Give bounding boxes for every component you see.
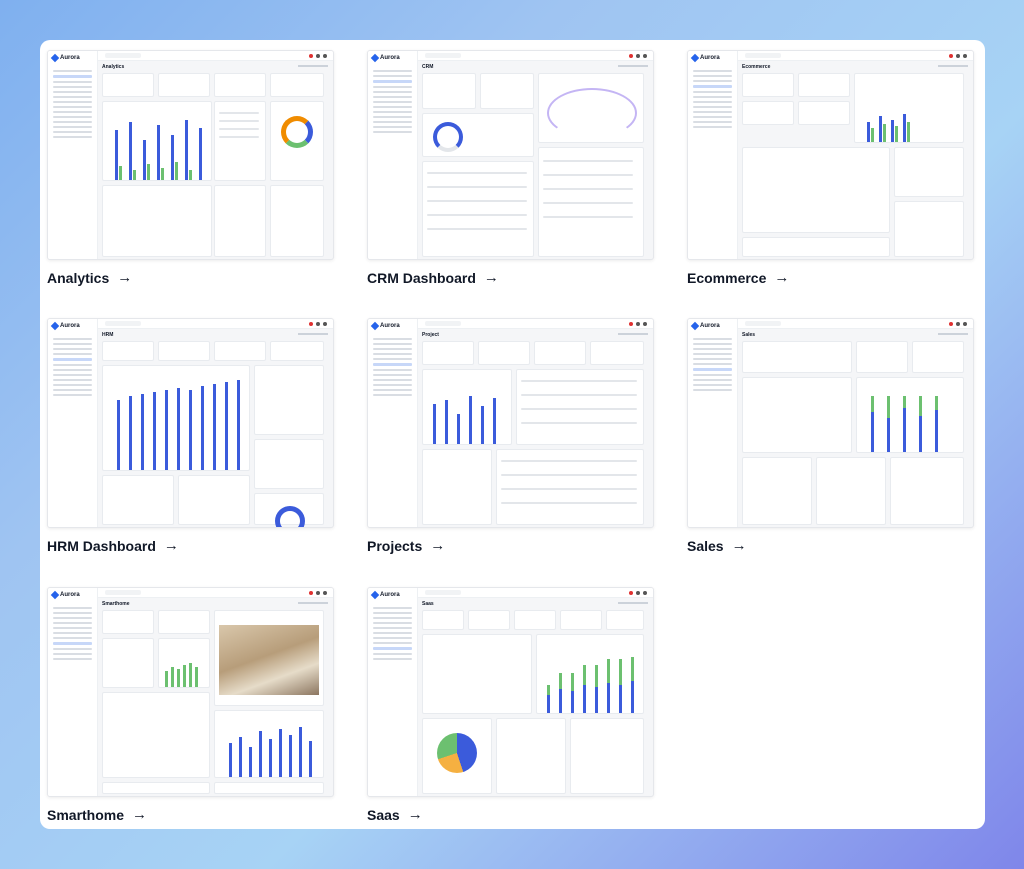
- arrow-right-icon: →: [132, 806, 148, 823]
- tile-hrm[interactable]: Aurora HRM HRM Dashboard →: [47, 318, 334, 554]
- tile-title: Saas: [367, 806, 400, 823]
- tile-smarthome[interactable]: Aurora Smarthome Smarthome →: [47, 587, 334, 823]
- arrow-right-icon: →: [774, 269, 790, 286]
- tile-crm[interactable]: Aurora CRM CRM Dashboard →: [367, 50, 654, 286]
- analytics-preview: Aurora Analytics: [47, 50, 334, 260]
- tile-title: Ecommerce: [687, 269, 767, 286]
- hrm-link[interactable]: Aurora HRM HRM Dashboard →: [47, 318, 334, 554]
- tile-title: Sales: [687, 537, 724, 554]
- tile-title: Analytics: [47, 269, 110, 286]
- arrow-right-icon: →: [117, 269, 133, 286]
- tile-saas[interactable]: Aurora Saas: [367, 587, 654, 823]
- tile-analytics[interactable]: Aurora Analytics: [47, 50, 334, 286]
- sales-preview: Aurora Sales: [687, 318, 974, 528]
- saas-preview: Aurora Saas: [367, 587, 654, 797]
- tile-title: Smarthome: [47, 806, 125, 823]
- crm-link[interactable]: Aurora CRM CRM Dashboard →: [367, 50, 654, 286]
- smarthome-preview: Aurora Smarthome: [47, 587, 334, 797]
- projects-preview: Aurora Project: [367, 318, 654, 528]
- tile-title: CRM Dashboard: [367, 269, 476, 286]
- arrow-right-icon: →: [483, 269, 499, 286]
- projects-link[interactable]: Aurora Project Projects →: [367, 318, 654, 554]
- hrm-preview: Aurora HRM: [47, 318, 334, 528]
- tile-title: HRM Dashboard: [47, 537, 156, 554]
- arrow-right-icon: →: [163, 537, 179, 554]
- arrow-right-icon: →: [407, 806, 423, 823]
- arrow-right-icon: →: [731, 537, 747, 554]
- arrow-right-icon: →: [430, 537, 446, 554]
- tile-title: Projects: [367, 537, 423, 554]
- tile-projects[interactable]: Aurora Project Projects →: [367, 318, 654, 554]
- dashboard-gallery: Aurora Analytics: [40, 40, 985, 829]
- saas-link[interactable]: Aurora Saas: [367, 587, 654, 823]
- ecommerce-link[interactable]: Aurora Ecommerce Ecommerc: [687, 50, 974, 286]
- analytics-link[interactable]: Aurora Analytics: [47, 50, 334, 286]
- sales-link[interactable]: Aurora Sales Sales →: [687, 318, 974, 554]
- tile-sales[interactable]: Aurora Sales Sales →: [687, 318, 974, 554]
- tile-ecommerce[interactable]: Aurora Ecommerce Ecommerc: [687, 50, 974, 286]
- crm-preview: Aurora CRM: [367, 50, 654, 260]
- ecommerce-preview: Aurora Ecommerce: [687, 50, 974, 260]
- smarthome-link[interactable]: Aurora Smarthome Smarthome →: [47, 587, 334, 823]
